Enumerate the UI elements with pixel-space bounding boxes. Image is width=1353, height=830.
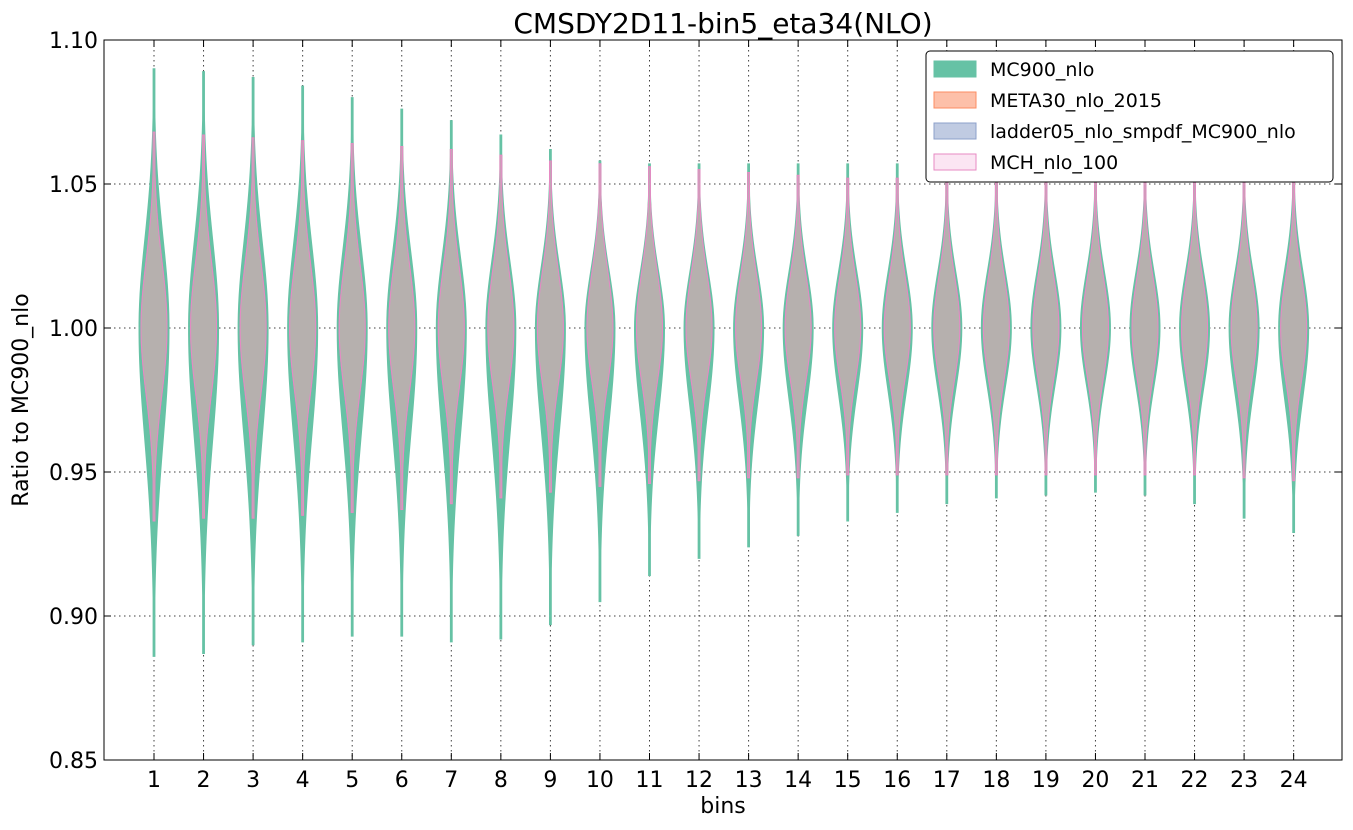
x-tick-label: 17 [933,768,961,793]
violin-MCH_nlo_100-bin-19 [1032,177,1060,476]
violin-MC900_nlo-bin-3 [237,76,269,646]
violin-MCH_nlo_100-bin-9 [536,160,564,493]
violin-MCH_nlo_100-bin-12 [685,169,713,482]
plot-frame [103,39,1343,761]
violin-MCH_nlo_100-bin-20 [1081,177,1109,476]
legend-swatch [933,60,977,78]
violin-MC900_nlo-bin-1 [138,68,170,657]
x-tick-label: 23 [1230,768,1258,793]
violin-MCH_nlo_100-bin-8 [487,154,515,499]
violin-MCH_nlo_100-bin-16 [883,177,911,476]
y-tick-label: 1.00 [49,317,98,342]
x-tick-label: 18 [982,768,1010,793]
y-tick-label: 0.90 [49,605,98,630]
x-tick-label: 20 [1081,768,1109,793]
violin-MCH_nlo_100-bin-17 [933,177,961,476]
legend-label: MC900_nlo [990,59,1094,81]
violin-MC900_nlo-bin-6 [386,108,418,637]
y-tick-label: 1.10 [49,29,98,54]
violin-MC900_nlo-bin-20 [1079,166,1111,493]
violin-MCH_nlo_100-bin-22 [1181,177,1209,476]
x-tick-label: 4 [296,768,310,793]
violin-MC900_nlo-bin-13 [733,163,765,548]
violin-MCH_nlo_100-bin-3 [239,137,267,519]
violin-MCH_nlo_100-bin-1 [140,131,168,522]
violin-MC900_nlo-bin-21 [1129,166,1161,496]
violin-MC900_nlo-bin-12 [683,163,715,559]
violin-MCH_nlo_100-bin-11 [636,166,663,485]
x-tick-label: 15 [834,768,862,793]
x-tick-label: 11 [636,768,664,793]
x-tick-label: 19 [1032,768,1060,793]
violin-MCH_nlo_100-bin-24 [1280,177,1308,482]
legend-swatch [933,122,977,140]
chart-title: CMSDY2D11-bin5_eta34(NLO) [513,7,932,40]
legend-label: META30_nlo_2015 [990,90,1162,112]
violin-MC900_nlo-bin-4 [287,85,319,643]
y-tick-label: 0.95 [49,461,98,486]
violin-MC900_nlo-bin-15 [832,163,864,522]
x-tick-label: 22 [1181,768,1209,793]
x-tick-label: 13 [735,768,763,793]
violin-MC900_nlo-bin-19 [1030,166,1062,496]
violin-MC900_nlo-bin-22 [1179,166,1211,505]
x-tick-label: 3 [246,768,260,793]
x-tick-label: 16 [883,768,911,793]
violin-MCH_nlo_100-bin-5 [338,143,366,513]
violin-MC900_nlo-bin-16 [881,163,913,513]
violin-MCH_nlo_100-bin-15 [834,177,862,476]
legend-frame [925,50,1334,183]
y-tick-label: 0.85 [49,749,98,774]
violin-MCH_nlo_100-bin-2 [190,134,218,519]
x-tick-label: 24 [1280,768,1308,793]
x-tick-label: 10 [586,768,614,793]
axis-ticks: 0.850.900.951.001.051.101 2 3 4 5 6 7 8 9 10 11 12 1… [49,29,1342,793]
x-tick-label: 12 [685,768,713,793]
x-tick-label: 9 [543,768,557,793]
x-tick-label: 7 [444,768,458,793]
violin-MCH_nlo_100-bin-10 [586,163,614,487]
x-tick-label: 14 [784,768,812,793]
x-axis-label: bins [700,794,745,819]
x-tick-label: 6 [395,768,409,793]
violin-MC900_nlo-bin-14 [782,163,814,536]
y-axis-label: Ratio to MC900_nlo [9,293,34,506]
x-tick-label: 5 [345,768,359,793]
violin-MCH_nlo_100-bin-4 [289,140,317,516]
violin-MC900_nlo-bin-17 [931,166,963,505]
violin-MC900_nlo-bin-23 [1228,166,1260,519]
violin-MCH_nlo_100-bin-13 [735,171,763,479]
legend: MC900_nlo META30_nlo_2015 ladder05_nlo_smp… [925,50,1334,183]
violin-MC900_nlo-bin-24 [1278,160,1310,533]
x-tick-label: 2 [197,768,211,793]
legend-label: ladder05_nlo_smpdf_MC900_nlo [990,121,1296,143]
violin-MCH_nlo_100-bin-6 [388,146,416,510]
x-tick-label: 21 [1131,768,1159,793]
violin-MC900_nlo-bin-2 [188,71,220,654]
x-tick-label: 8 [494,768,508,793]
violin-MC900_nlo-bin-7 [435,120,467,643]
y-tick-label: 1.05 [49,173,98,198]
violin-MC900_nlo-bin-18 [980,166,1012,499]
violin-MCH_nlo_100-bin-23 [1230,177,1258,479]
violin-MCH_nlo_100-bin-7 [437,148,465,505]
violin-MC900_nlo-bin-5 [336,97,368,637]
violins [138,68,1310,657]
violin-MCH_nlo_100-bin-14 [784,174,812,479]
legend-label: MCH_nlo_100 [990,152,1118,174]
violin-MC900_nlo-bin-8 [485,134,517,640]
violin-MCH_nlo_100-bin-18 [982,177,1010,476]
x-tick-label: 1 [147,768,161,793]
violin-MCH_nlo_100-bin-21 [1131,177,1159,476]
legend-swatch [933,91,977,109]
legend-swatch [933,153,977,171]
